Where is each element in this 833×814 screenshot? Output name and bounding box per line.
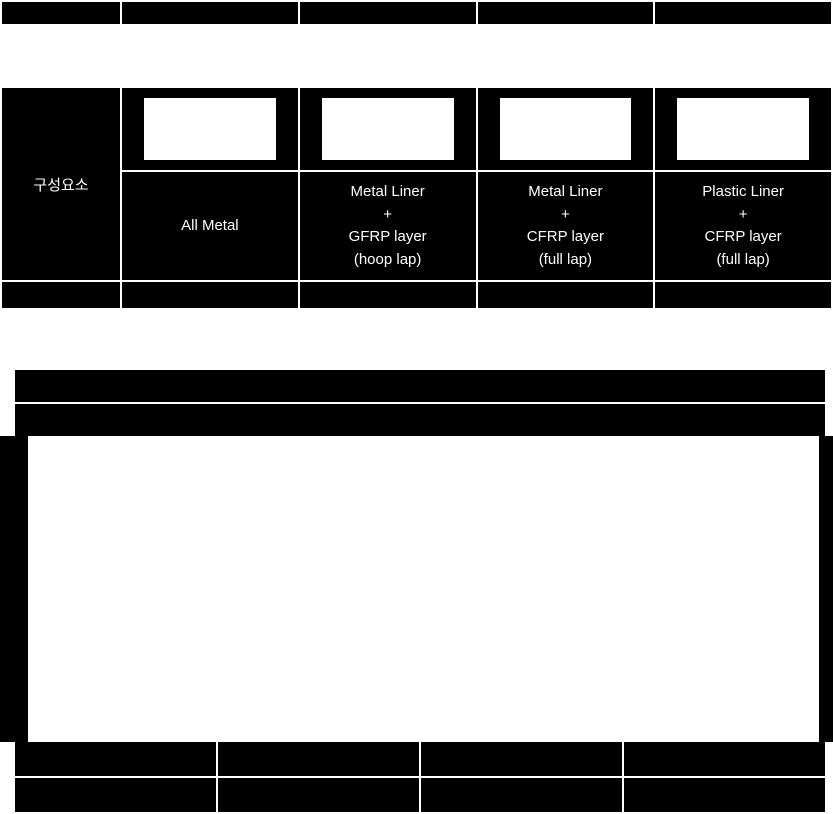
bot-strip-cell xyxy=(14,369,826,403)
top-cell xyxy=(654,1,832,25)
spacer xyxy=(0,26,833,86)
bot-strip-cell xyxy=(14,403,826,437)
mid-bottom-cell xyxy=(477,281,655,309)
component-desc: Metal Liner+GFRP layer(hoop lap) xyxy=(299,171,477,281)
row-header: 구성요소 xyxy=(1,87,121,281)
mid-bottom-cell xyxy=(1,281,121,309)
tank-image-placeholder xyxy=(677,98,809,160)
component-desc: All Metal xyxy=(121,171,299,281)
bot-strip-cell xyxy=(623,777,826,813)
bot-strip-cell xyxy=(14,777,217,813)
top-strip-table xyxy=(0,0,833,26)
components-table: 구성요소 All Metal Metal Liner+GFRP layer(ho… xyxy=(0,86,833,310)
top-cell xyxy=(121,1,299,25)
bot-strip-cell xyxy=(623,741,826,777)
component-desc: Plastic Liner+CFRP layer(full lap) xyxy=(654,171,832,281)
top-cell xyxy=(299,1,477,25)
mid-bottom-cell xyxy=(299,281,477,309)
mid-bottom-cell xyxy=(654,281,832,309)
tank-image-cell xyxy=(121,87,299,171)
tank-image-cell xyxy=(299,87,477,171)
top-cell xyxy=(1,1,121,25)
top-cell xyxy=(477,1,655,25)
bot-strip-cell xyxy=(14,741,217,777)
tank-image-placeholder xyxy=(144,98,276,160)
bot-strip-cell xyxy=(217,777,420,813)
bottom-white-area xyxy=(14,437,826,741)
tank-image-placeholder xyxy=(500,98,632,160)
bottom-table xyxy=(0,368,833,814)
tank-image-cell xyxy=(654,87,832,171)
bot-strip-cell xyxy=(420,741,623,777)
tank-image-cell xyxy=(477,87,655,171)
bot-strip-cell xyxy=(420,777,623,813)
tank-image-placeholder xyxy=(322,98,454,160)
component-desc: Metal Liner+CFRP layer(full lap) xyxy=(477,171,655,281)
mid-bottom-cell xyxy=(121,281,299,309)
bot-strip-cell xyxy=(217,741,420,777)
spacer xyxy=(0,310,833,368)
